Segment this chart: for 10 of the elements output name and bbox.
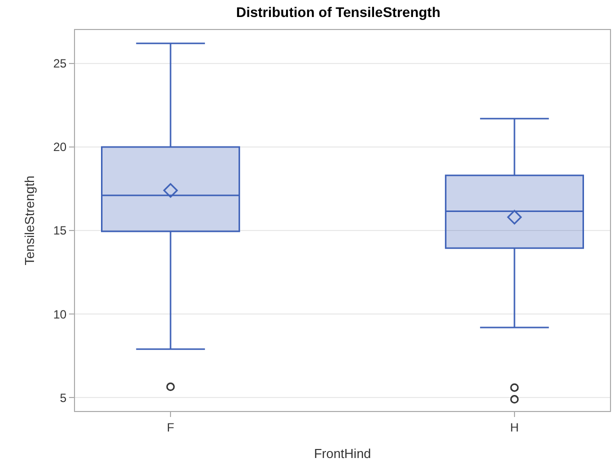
y-tick-label: 5	[60, 390, 67, 405]
chart-title: Distribution of TensileStrength	[236, 4, 440, 20]
y-axis-title: TensileStrength	[22, 176, 38, 266]
x-tick-label: F	[166, 420, 174, 434]
y-tick-label: 15	[53, 224, 67, 238]
x-tick-label: H	[510, 420, 519, 434]
y-tick-label: 20	[53, 140, 67, 154]
x-axis-title: FrontHind	[314, 446, 372, 461]
y-tick-label: 10	[53, 307, 67, 322]
y-tick-label: 25	[53, 56, 67, 71]
